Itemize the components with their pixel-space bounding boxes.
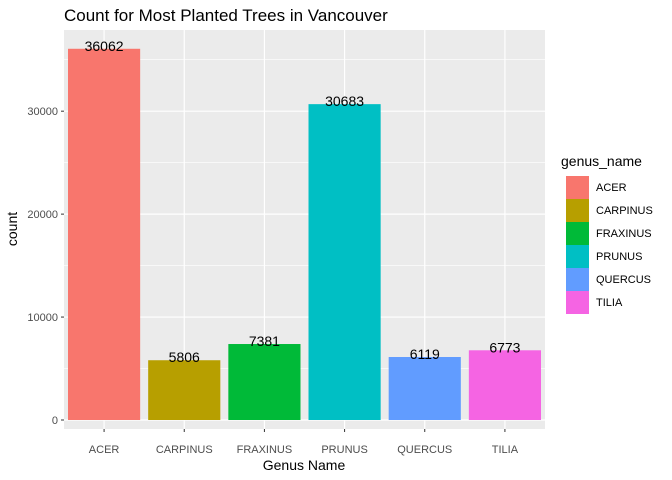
legend-key-carpinus [566,199,589,222]
y-tick-label: 0 [52,415,58,427]
data-label: 7381 [249,333,280,349]
x-axis: ACER CARPINUS FRAXINUS PRUNUS QUERCUS TILIA [89,429,519,456]
chart-title: Count for Most Planted Trees in Vancouve… [64,6,388,25]
bar-carpinus [148,360,221,420]
bar-acer [68,48,141,420]
x-tick-label: CARPINUS [156,444,213,456]
legend-key-quercus [566,268,589,291]
legend: genus_name ACER CARPINUS FRAXINUS PRUNUS QUE… [561,153,653,314]
x-axis-title: Genus Name [263,457,346,473]
y-axis: 0 10000 20000 30000 [27,106,64,427]
y-axis-title: count [4,212,20,246]
bar-fraxinus [228,344,301,420]
legend-key-fraxinus [566,222,589,245]
legend-label: CARPINUS [596,205,653,217]
data-labels: 36062 5806 7381 30683 6119 6773 [85,38,521,365]
legend-key-tilia [566,291,589,314]
x-tick-label: TILIA [492,444,519,456]
x-tick-label: QUERCUS [397,444,452,456]
legend-label: FRAXINUS [596,228,652,240]
y-tick-label: 30000 [27,106,58,118]
data-label: 30683 [325,93,364,109]
legend-label: QUERCUS [596,274,651,286]
data-label: 6119 [410,346,440,362]
legend-label: ACER [596,182,627,194]
data-label: 5806 [169,349,200,365]
y-tick-label: 10000 [27,312,58,324]
legend-key-prunus [566,245,589,268]
data-label: 6773 [489,339,520,355]
bars [68,48,541,420]
grid-minor [64,59,545,369]
x-tick-label: ACER [89,444,120,456]
bar-tilia [468,350,541,420]
legend-label: TILIA [596,297,623,309]
x-tick-label: PRUNUS [321,444,367,456]
plot-panel [64,30,545,429]
data-label: 36062 [85,38,124,54]
bar-quercus [388,357,461,420]
bar-prunus [308,104,381,420]
y-tick-label: 20000 [27,209,58,221]
legend-title: genus_name [561,153,642,169]
legend-key-acer [566,176,589,199]
legend-label: PRUNUS [596,251,642,263]
x-tick-label: FRAXINUS [237,444,293,456]
